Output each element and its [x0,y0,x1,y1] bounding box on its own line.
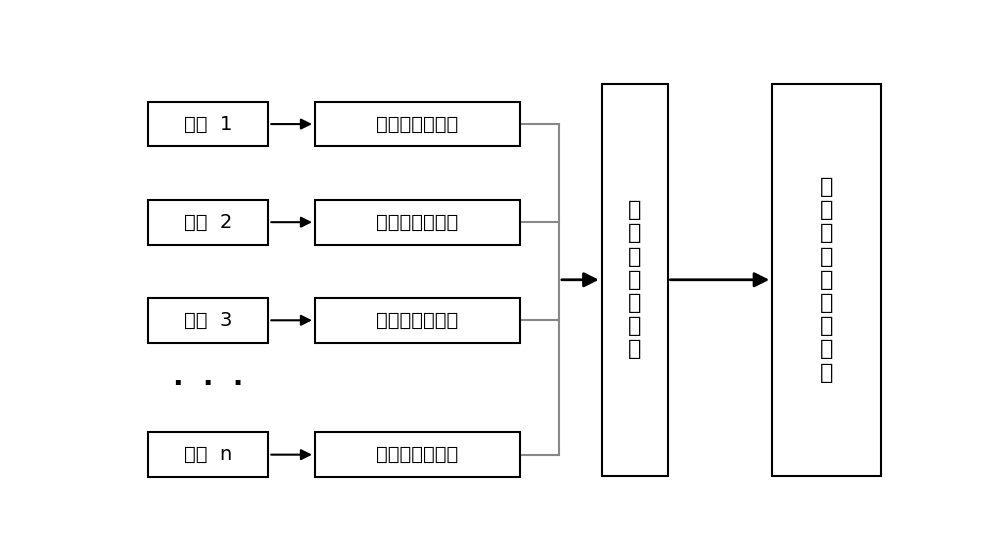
Bar [148,298,268,343]
Bar [315,432,520,477]
Bar [315,102,520,146]
Text: 单体数据采集器: 单体数据采集器 [376,311,459,330]
Text: 单体数据采集器: 单体数据采集器 [376,445,459,464]
Text: 组
体
数
据
采
集
器: 组 体 数 据 采 集 器 [628,200,641,360]
Bar [602,84,668,476]
Bar [315,200,520,244]
Bar [148,200,268,244]
Bar [148,432,268,477]
Bar [148,102,268,146]
Text: 电池  2: 电池 2 [184,213,232,232]
Text: 单体数据采集器: 单体数据采集器 [376,115,459,134]
Text: 电池  3: 电池 3 [184,311,232,330]
Text: 单体数据采集器: 单体数据采集器 [376,213,459,232]
Bar [315,298,520,343]
Text: 蓄
电
池
在
线
监
控
系
统: 蓄 电 池 在 线 监 控 系 统 [820,177,833,383]
Text: 电池  1: 电池 1 [184,115,232,134]
Text: ·  ·  ·: · · · [173,370,244,398]
Bar [772,84,881,476]
Text: 电池  n: 电池 n [184,445,232,464]
